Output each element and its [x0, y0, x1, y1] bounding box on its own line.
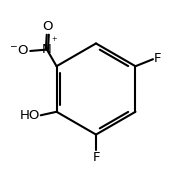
Text: $^{-}$O: $^{-}$O — [9, 44, 29, 57]
Text: F: F — [92, 151, 100, 164]
Text: N: N — [42, 43, 52, 56]
Text: HO: HO — [20, 109, 40, 122]
Text: O: O — [43, 20, 53, 33]
Text: $^{+}$: $^{+}$ — [51, 36, 58, 46]
Text: F: F — [154, 52, 161, 65]
